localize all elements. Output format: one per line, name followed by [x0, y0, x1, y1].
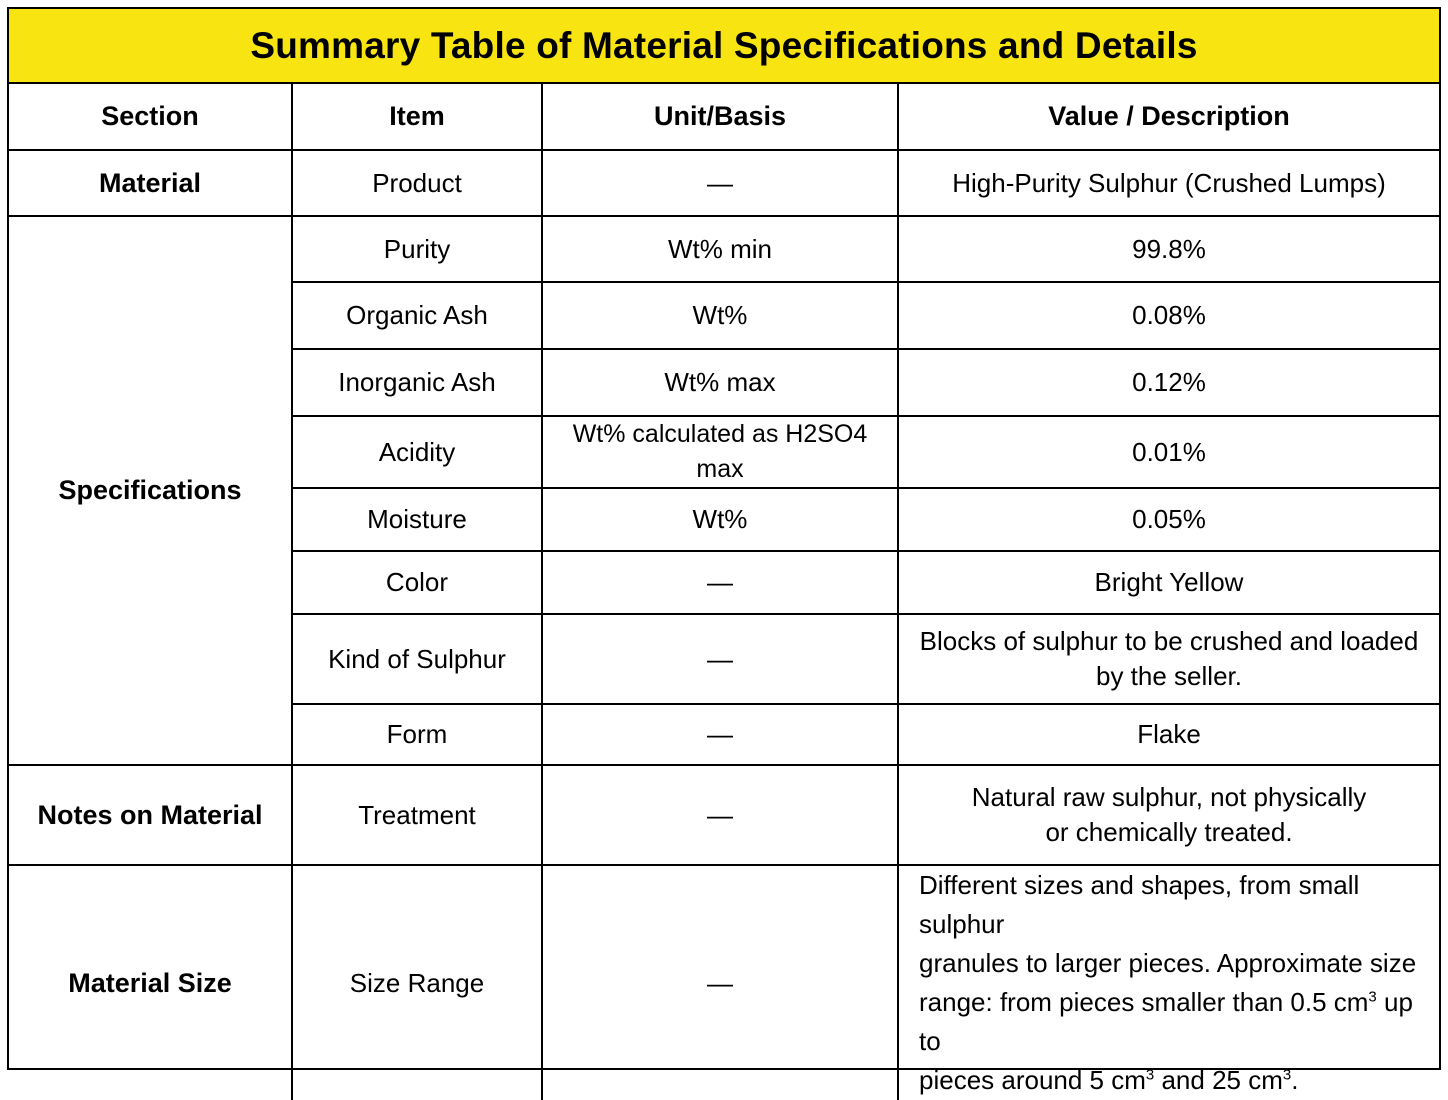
size-line-4-mid: and 25 cm — [1154, 1065, 1283, 1095]
section-notes-on-material: Notes on Material — [9, 764, 293, 866]
table-title: Summary Table of Material Specifications… — [250, 24, 1198, 66]
superscript: 3 — [1282, 1066, 1292, 1084]
size-line-4-end: . — [1291, 1065, 1299, 1095]
unit-cell: Wt% calculated as H2SO4 max — [541, 415, 899, 489]
value-cell: Natural raw sulphur, not physically or c… — [897, 764, 1439, 866]
unit-cell: Wt% — [541, 487, 899, 552]
unit-cell: — — [541, 149, 899, 217]
table-row: Moisture Wt% 0.05% — [9, 487, 1439, 552]
value-line: by the seller. — [1096, 661, 1242, 691]
item-cell: Form — [292, 703, 543, 766]
value-cell: 0.05% — [897, 487, 1439, 552]
item-cell: Moisture — [292, 487, 543, 552]
unit-cell: — — [541, 764, 899, 866]
header-item: Item — [291, 84, 543, 151]
table-row: Inorganic Ash Wt% max 0.12% — [9, 348, 1439, 417]
unit-cell: — — [541, 864, 899, 1100]
value-cell: Bright Yellow — [897, 550, 1439, 615]
value-cell: 0.08% — [897, 281, 1439, 350]
section-specifications: Specifications — [9, 215, 293, 766]
section-material-size: Material Size — [9, 864, 293, 1100]
table-row: Color — Bright Yellow — [9, 550, 1439, 615]
value-line: Natural raw sulphur, not physically — [971, 782, 1367, 812]
size-line-3-end: up to — [919, 987, 1413, 1056]
spec-table-frame: Summary Table of Material Specifications… — [7, 7, 1441, 1100]
value-cell: Flake — [897, 703, 1439, 766]
value-cell: 99.8% — [897, 215, 1439, 283]
table-row: Kind of Sulphur — Blocks of sulphur to b… — [9, 613, 1439, 705]
item-cell: Purity — [291, 215, 543, 283]
table-row: Material Product — High-Purity Sulphur (… — [9, 149, 1439, 217]
size-line-2: granules to larger pieces. Approximate s… — [919, 948, 1417, 978]
table-row: Material Size Size Range — Different siz… — [9, 864, 1439, 1100]
unit-cell: Wt% max — [541, 348, 899, 417]
title-bar: Summary Table of Material Specifications… — [9, 9, 1439, 84]
value-cell: 0.01% — [897, 415, 1439, 489]
value-line: or chemically treated. — [1045, 817, 1293, 847]
header-unit: Unit/Basis — [541, 84, 899, 151]
table-row: Specifications Purity Wt% min 99.8% — [9, 215, 1439, 766]
unit-cell: — — [541, 703, 899, 766]
item-cell: Kind of Sulphur — [292, 613, 543, 705]
item-cell: Treatment — [291, 764, 543, 866]
table-row: Acidity Wt% calculated as H2SO4 max 0.01… — [9, 415, 1439, 489]
superscript: 3 — [1368, 988, 1377, 1006]
value-cell: High-Purity Sulphur (Crushed Lumps) — [897, 149, 1439, 217]
value-cell: 0.12% — [897, 348, 1439, 417]
value-cell: Different sizes and shapes, from small s… — [897, 864, 1439, 1100]
item-cell: Organic Ash — [292, 281, 543, 350]
item-cell: Acidity — [292, 415, 543, 489]
item-cell: Size Range — [291, 864, 543, 1100]
header-section: Section — [9, 84, 293, 151]
value-cell: Blocks of sulphur to be crushed and load… — [897, 613, 1439, 705]
header-value: Value / Description — [897, 84, 1439, 151]
table-row: Organic Ash Wt% 0.08% — [9, 281, 1439, 350]
unit-cell: — — [541, 613, 899, 705]
table-row: Notes on Material Treatment — Natural ra… — [9, 764, 1439, 866]
header-row: Section Item Unit/Basis Value / Descript… — [9, 84, 1439, 151]
unit-cell: Wt% min — [541, 215, 899, 283]
table-row: Form — Flake — [9, 703, 1439, 766]
section-material: Material — [9, 149, 293, 217]
superscript: 3 — [1145, 1066, 1155, 1084]
item-cell: Product — [291, 149, 543, 217]
unit-cell: — — [541, 550, 899, 615]
size-line-3: range: from pieces smaller than 0.5 cm — [919, 987, 1369, 1017]
size-line-4: pieces around 5 cm — [919, 1065, 1146, 1095]
value-line: Blocks of sulphur to be crushed and load… — [919, 626, 1419, 656]
item-cell: Color — [292, 550, 543, 615]
unit-cell: Wt% — [541, 281, 899, 350]
size-line-1: Different sizes and shapes, from small s… — [919, 870, 1360, 939]
item-cell: Inorganic Ash — [292, 348, 543, 417]
spec-table: Section Item Unit/Basis Value / Descript… — [9, 84, 1439, 1100]
